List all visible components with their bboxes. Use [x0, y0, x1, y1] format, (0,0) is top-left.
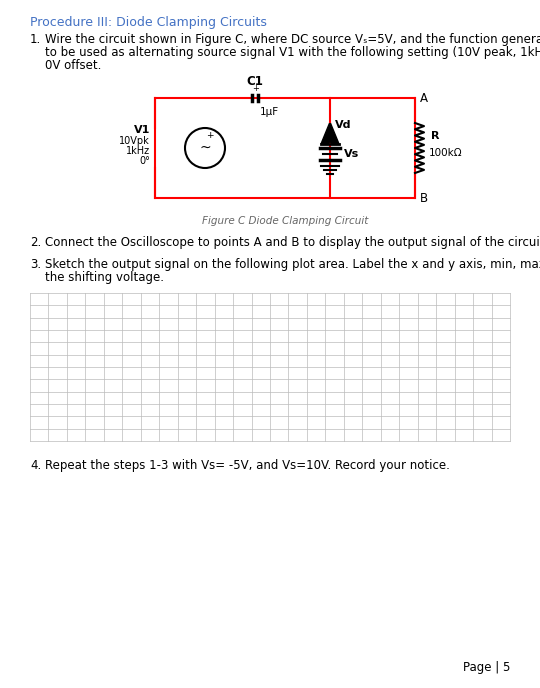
Text: Repeat the steps 1-3 with Vs= -5V, and Vs=10V. Record your notice.: Repeat the steps 1-3 with Vs= -5V, and V…	[45, 459, 450, 472]
Text: Vd: Vd	[335, 120, 352, 130]
Text: 0°: 0°	[139, 156, 150, 166]
Text: Procedure III: Diode Clamping Circuits: Procedure III: Diode Clamping Circuits	[30, 16, 267, 29]
Text: A: A	[420, 92, 428, 105]
Text: Connect the Oscilloscope to points A and B to display the output signal of the c: Connect the Oscilloscope to points A and…	[45, 236, 540, 249]
Text: 0V offset.: 0V offset.	[45, 59, 102, 72]
Text: V1: V1	[133, 125, 150, 135]
Text: +: +	[206, 131, 214, 140]
Text: ~: ~	[199, 141, 211, 155]
Text: 2.: 2.	[30, 236, 41, 249]
Text: Wire the circuit shown in Figure C, where DC source Vₛ=5V, and the function gene: Wire the circuit shown in Figure C, wher…	[45, 33, 540, 46]
Text: 10Vpk: 10Vpk	[119, 136, 150, 146]
Text: B: B	[420, 191, 428, 204]
Text: C1: C1	[247, 75, 264, 88]
Text: Page | 5: Page | 5	[463, 661, 510, 674]
Text: to be used as alternating source signal V1 with the following setting (10V peak,: to be used as alternating source signal …	[45, 46, 540, 59]
Text: R: R	[431, 131, 440, 141]
Text: Vs: Vs	[344, 149, 359, 159]
Text: Sketch the output signal on the following plot area. Label the x and y axis, min: Sketch the output signal on the followin…	[45, 258, 540, 271]
Text: 1.: 1.	[30, 33, 41, 46]
Text: 100kΩ: 100kΩ	[429, 148, 463, 158]
Bar	[155, 98, 415, 198]
Text: +: +	[253, 84, 259, 93]
Text: 1kHz: 1kHz	[126, 146, 150, 156]
Text: 1μF: 1μF	[260, 107, 279, 117]
Text: the shifting voltage.: the shifting voltage.	[45, 271, 164, 284]
Polygon shape	[321, 122, 339, 144]
Text: 4.: 4.	[30, 459, 41, 472]
Text: Figure C Diode Clamping Circuit: Figure C Diode Clamping Circuit	[202, 216, 368, 226]
Text: 3.: 3.	[30, 258, 41, 271]
